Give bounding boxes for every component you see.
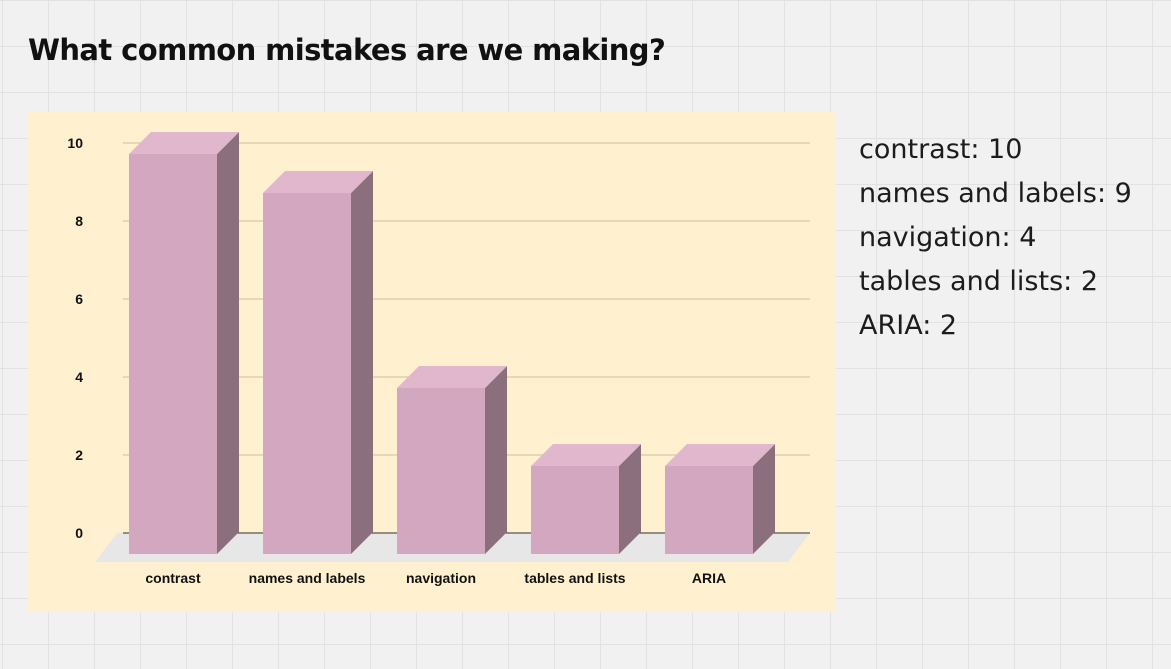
summary-line-aria: ARIA: 2 — [859, 310, 958, 341]
x-tick-label: names and labels — [249, 570, 366, 586]
bar-top-aria — [665, 444, 775, 466]
summary-line-contrast: contrast: 10 — [859, 134, 1023, 165]
bar-front-names-and-labels — [263, 193, 351, 554]
bar-side-tables-and-lists — [619, 444, 641, 554]
y-tick-label: 4 — [75, 369, 83, 385]
bar-side-contrast — [217, 132, 239, 554]
bar-top-tables-and-lists — [531, 444, 641, 466]
board-title: What common mistakes are we making? — [28, 33, 666, 67]
x-tick-label: ARIA — [692, 570, 726, 586]
bar-chart-card[interactable]: 0 2 4 6 8 10 contrast names and labels navigatio… — [28, 112, 836, 612]
bar-front-tables-and-lists — [531, 466, 619, 554]
bar-top-contrast — [129, 132, 239, 154]
x-tick-label: navigation — [406, 570, 476, 586]
bar-side-aria — [753, 444, 775, 554]
bar-chart: 0 2 4 6 8 10 contrast names and labels navigatio… — [67, 132, 810, 586]
bar-front-navigation — [397, 388, 485, 554]
results-summary: contrast: 10 names and labels: 9 navigat… — [859, 128, 1132, 348]
x-tick-label: contrast — [145, 570, 201, 586]
y-tick-label: 2 — [75, 447, 83, 463]
bar-front-contrast — [129, 154, 217, 554]
bar-side-names-and-labels — [351, 171, 373, 554]
y-tick-label: 0 — [75, 525, 83, 541]
bar-top-navigation — [397, 366, 507, 388]
bar-front-aria — [665, 466, 753, 554]
x-tick-label: tables and lists — [524, 570, 625, 586]
summary-line-names-and-labels: names and labels: 9 — [859, 178, 1132, 209]
summary-line-navigation: navigation: 4 — [859, 222, 1037, 253]
y-tick-label: 10 — [67, 135, 83, 151]
summary-line-tables-and-lists: tables and lists: 2 — [859, 266, 1098, 297]
bar-side-navigation — [485, 366, 507, 554]
y-tick-label: 6 — [75, 291, 83, 307]
bar-top-names-and-labels — [263, 171, 373, 193]
y-tick-label: 8 — [75, 213, 83, 229]
